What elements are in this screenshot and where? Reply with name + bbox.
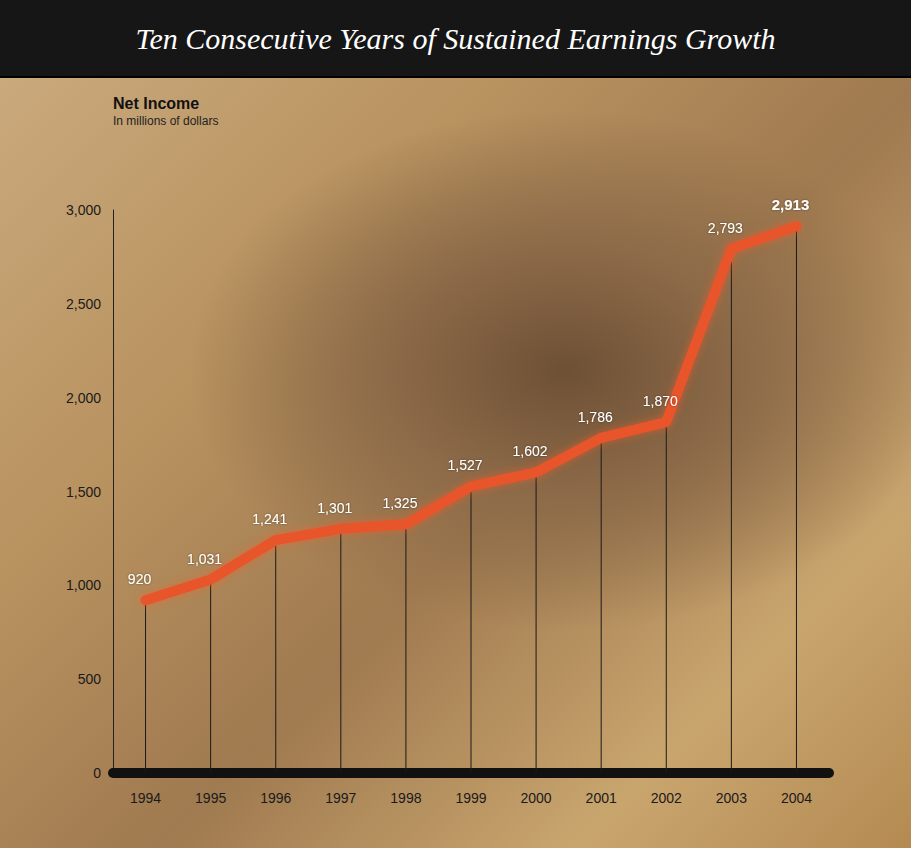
svg-text:1998: 1998 <box>390 790 421 806</box>
svg-text:2,793: 2,793 <box>708 220 743 236</box>
svg-text:1,870: 1,870 <box>643 393 678 409</box>
svg-text:1999: 1999 <box>455 790 486 806</box>
svg-text:1996: 1996 <box>260 790 291 806</box>
svg-text:2000: 2000 <box>521 790 552 806</box>
svg-text:1,602: 1,602 <box>513 443 548 459</box>
svg-text:2,000: 2,000 <box>66 390 101 406</box>
html-text:Ten Consecutive Years of Susta: Ten Consecutive Years of Sustained Earni… <box>135 22 776 55</box>
svg-text:1994: 1994 <box>130 790 161 806</box>
svg-text:1,301: 1,301 <box>317 500 352 516</box>
svg-text:0: 0 <box>93 765 101 781</box>
svg-text:1,325: 1,325 <box>382 495 417 511</box>
svg-text:2003: 2003 <box>716 790 747 806</box>
svg-text:2002: 2002 <box>651 790 682 806</box>
svg-text:Net Income: Net Income <box>113 95 199 112</box>
svg-text:2004: 2004 <box>781 790 812 806</box>
svg-text:2,500: 2,500 <box>66 296 101 312</box>
svg-text:920: 920 <box>128 571 152 587</box>
svg-text:1,031: 1,031 <box>187 551 222 567</box>
svg-text:1,786: 1,786 <box>578 409 613 425</box>
svg-text:1997: 1997 <box>325 790 356 806</box>
svg-text:1,000: 1,000 <box>66 577 101 593</box>
svg-text:1,527: 1,527 <box>447 457 482 473</box>
svg-text:In millions of dollars: In millions of dollars <box>113 114 218 128</box>
svg-text:1,500: 1,500 <box>66 484 101 500</box>
svg-text:500: 500 <box>78 671 102 687</box>
svg-text:3,000: 3,000 <box>66 202 101 218</box>
svg-text:2,913: 2,913 <box>772 196 810 213</box>
svg-text:2001: 2001 <box>586 790 617 806</box>
svg-text:1,241: 1,241 <box>252 511 287 527</box>
svg-text:1995: 1995 <box>195 790 226 806</box>
